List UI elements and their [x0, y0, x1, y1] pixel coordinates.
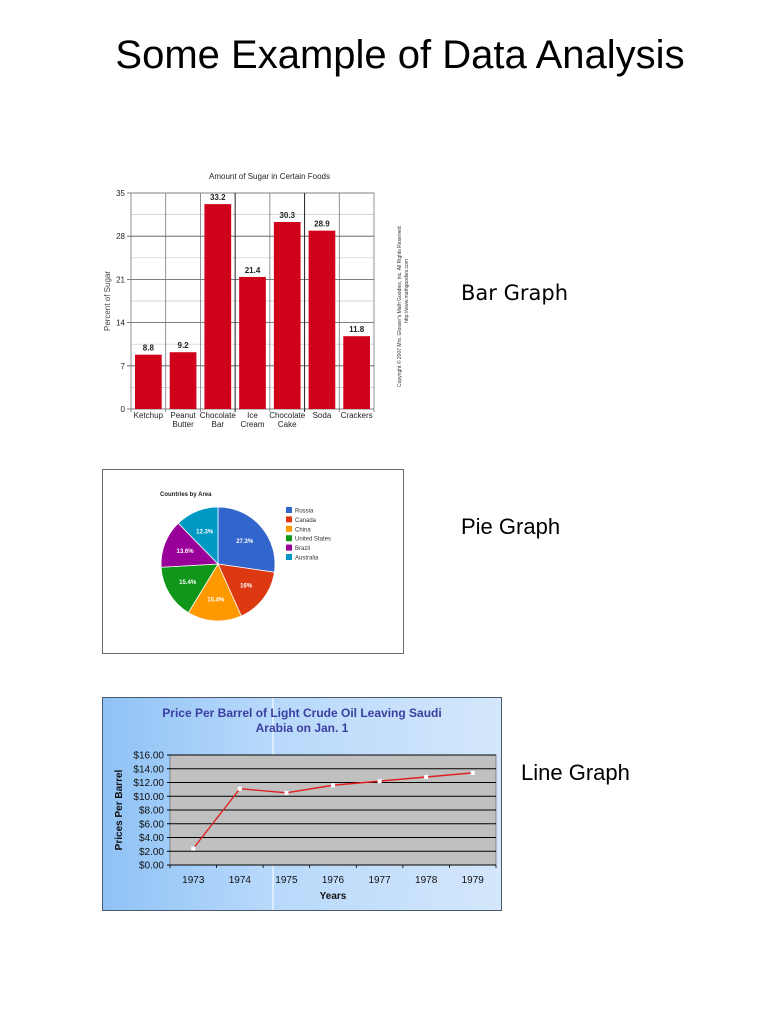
x-tick-label: Peanut — [170, 411, 196, 420]
pie-slice — [217, 506, 276, 573]
y-tick-label: $10.00 — [133, 792, 164, 803]
pie-slice-label: 12.3% — [196, 529, 214, 535]
bar-value-label: 28.9 — [314, 220, 330, 229]
legend-label: Brazil — [295, 546, 310, 552]
y-tick-label: 35 — [116, 189, 125, 198]
copyright-text: Copyright © 2007 Mrs. Glosser's Math Goo… — [396, 225, 403, 387]
data-marker — [284, 790, 289, 795]
bar-value-label: 33.2 — [210, 193, 226, 202]
bar — [169, 352, 197, 409]
x-tick-label: Chocolate — [200, 411, 237, 420]
bar — [204, 204, 232, 409]
y-tick-label: 21 — [116, 275, 125, 284]
y-tick-label: $6.00 — [139, 819, 164, 830]
x-tick-label: Chocolate — [269, 411, 306, 420]
bar-value-label: 30.3 — [279, 211, 295, 220]
pie-slice-label: 27.3% — [236, 539, 254, 545]
legend-label: Russia — [295, 509, 314, 515]
data-marker — [377, 779, 382, 784]
y-axis-label: Prices Per Barrel — [114, 769, 125, 850]
pie-chart: Countries by Area 27.3% 16% 15.4% 15.4% 13.6%… — [160, 492, 331, 622]
y-tick-label: 14 — [116, 319, 125, 328]
x-tick-label: 1979 — [462, 875, 485, 886]
line-graph-label: Line Graph — [521, 760, 630, 785]
pie-slice — [177, 506, 219, 565]
line-chart-title: Price Per Barrel of Light Crude Oil Leav… — [162, 706, 441, 720]
pie-slice — [160, 563, 219, 614]
page-title: Some Example of Data Analysis — [115, 33, 685, 77]
y-tick-label: 0 — [121, 405, 126, 414]
legend-swatch — [286, 507, 292, 513]
pie-slice-label: 15.4% — [179, 580, 197, 586]
y-tick-label: $16.00 — [133, 751, 164, 762]
bar-value-label: 8.8 — [143, 344, 155, 353]
x-tick-label: 1978 — [415, 875, 438, 886]
legend-swatch — [286, 525, 292, 532]
data-marker — [191, 846, 196, 851]
y-tick-label: $14.00 — [133, 764, 164, 775]
legend-label: China — [295, 527, 311, 533]
legend-swatch — [286, 544, 292, 551]
bar-value-label: 21.4 — [245, 266, 261, 275]
copyright-url: http://www.mathgoodies.com — [404, 259, 410, 323]
bar — [273, 222, 301, 409]
bar-chart-title: Amount of Sugar in Certain Foods — [209, 172, 330, 181]
data-marker — [237, 786, 242, 791]
legend-swatch — [286, 535, 292, 542]
bar — [308, 230, 336, 409]
x-tick-label: 1975 — [275, 875, 298, 886]
y-tick-label: 7 — [121, 362, 126, 371]
x-tick-label: 1973 — [182, 875, 205, 886]
x-tick-label: Ice — [247, 411, 258, 420]
y-tick-label: $4.00 — [139, 833, 164, 844]
y-tick-label: $8.00 — [139, 806, 164, 817]
bar — [239, 276, 266, 409]
pie-chart-title: Countries by Area — [160, 492, 212, 498]
y-axis-label: Percent of Sugar — [103, 271, 112, 331]
bar — [135, 354, 162, 409]
bar — [343, 336, 370, 409]
pie-slice — [187, 563, 242, 622]
x-axis-label: Years — [320, 891, 347, 902]
y-tick-label: $12.00 — [133, 778, 164, 789]
x-tick-label: Bar — [212, 420, 225, 429]
x-tick-label: Soda — [313, 411, 332, 420]
bar-value-label: 11.8 — [349, 325, 365, 334]
pie-slice-label: 16% — [240, 583, 253, 589]
x-tick-label: 1977 — [368, 875, 391, 886]
legend-swatch — [286, 554, 292, 560]
pie-slice — [217, 563, 275, 617]
x-tick-label: Cake — [278, 420, 297, 429]
legend-label: United States — [295, 537, 331, 543]
x-tick-label: 1974 — [229, 875, 252, 886]
data-marker — [424, 775, 429, 779]
bar-value-label: 9.2 — [178, 341, 190, 350]
bar-chart: Amount of Sugar in Certain Foods 0 7 14 21 28… — [103, 172, 410, 429]
y-tick-label: $0.00 — [139, 861, 164, 872]
data-marker — [470, 770, 475, 775]
pie-slice-label: 15.4% — [207, 597, 225, 603]
line-chart-title-line2: Arabia on Jan. 1 — [256, 721, 349, 735]
x-tick-label: 1976 — [322, 875, 345, 886]
y-tick-label: 28 — [116, 232, 125, 241]
pie-slice-label: 13.6% — [177, 549, 195, 555]
x-tick-label: Butter — [172, 420, 194, 429]
legend-label: Australia — [295, 556, 319, 562]
x-tick-label: Ketchup — [134, 411, 164, 420]
x-tick-label: Cream — [240, 420, 264, 429]
data-marker — [331, 783, 335, 788]
bar-graph-label: Bar Graph — [461, 281, 568, 305]
x-tick-label: Crackers — [341, 411, 373, 420]
y-tick-label: $2.00 — [139, 847, 164, 858]
pie-graph-label: Pie Graph — [461, 514, 561, 539]
legend-swatch — [286, 516, 292, 523]
legend-label: Canada — [295, 518, 317, 524]
